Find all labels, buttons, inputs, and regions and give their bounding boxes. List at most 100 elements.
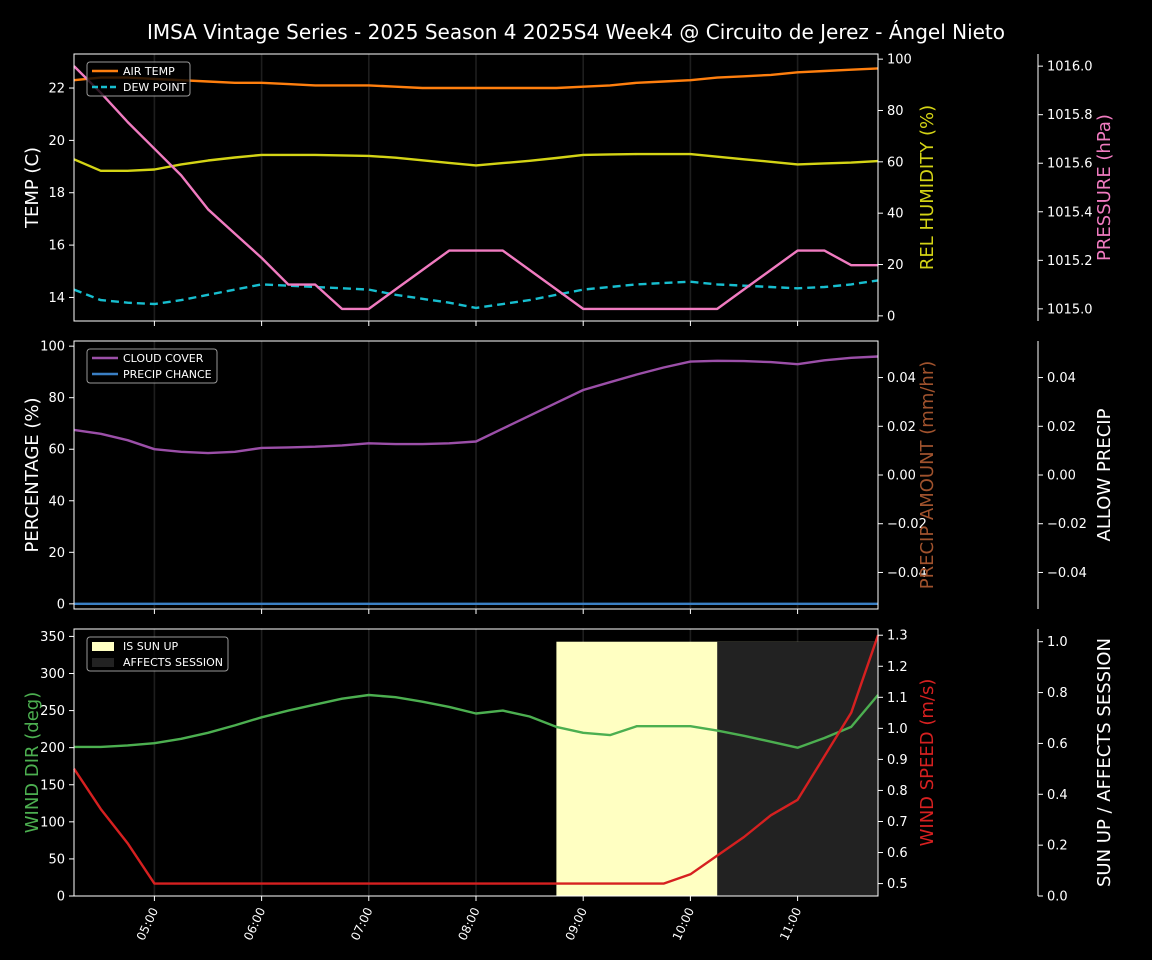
y-tick-label: 1.3 xyxy=(887,629,908,644)
data-point xyxy=(153,882,156,885)
data-point xyxy=(475,87,478,90)
data-point xyxy=(421,700,424,703)
data-point xyxy=(260,154,263,157)
data-point xyxy=(850,161,853,164)
y-tick-label: 20 xyxy=(887,258,904,273)
x-tick-label: 11:00 xyxy=(777,905,804,942)
data-point xyxy=(448,301,451,304)
legend-box xyxy=(86,348,218,384)
data-point xyxy=(528,715,531,718)
data-point xyxy=(636,725,639,728)
x-tick-label: 05:00 xyxy=(134,905,161,942)
panel-clouds: 0 20 40 60 80 100 −0.04 −0.02 0.00 0.02 0.04 −0.04 −… xyxy=(22,340,1115,614)
data-point xyxy=(100,808,103,811)
data-point xyxy=(502,162,505,165)
left-axis-title: WIND DIR (deg) xyxy=(22,692,43,834)
data-point xyxy=(234,232,237,235)
data-point xyxy=(421,87,424,90)
far-axis-title: PRESSURE (hPa) xyxy=(1094,114,1115,261)
data-point xyxy=(421,882,424,885)
y-tick-label: 80 xyxy=(48,391,65,406)
y-tick-label: 300 xyxy=(40,667,65,682)
data-point xyxy=(770,603,773,606)
data-point xyxy=(126,121,129,124)
data-point xyxy=(368,694,371,697)
data-point xyxy=(207,882,210,885)
data-point xyxy=(528,87,531,90)
data-point xyxy=(314,703,317,706)
y-tick-label: 1016.0 xyxy=(1047,60,1093,75)
data-point xyxy=(260,81,263,84)
left-axis-title: TEMP (C) xyxy=(22,147,43,229)
data-point xyxy=(609,308,612,311)
series-wind-dir xyxy=(74,693,879,749)
data-point xyxy=(287,882,290,885)
data-point xyxy=(207,208,210,211)
data-point xyxy=(153,303,156,306)
data-point xyxy=(743,603,746,606)
data-point xyxy=(555,294,558,297)
data-point xyxy=(796,249,799,252)
data-point xyxy=(341,84,344,87)
y-tick-label: 0 xyxy=(57,597,65,612)
y-tick-label: 14 xyxy=(48,291,65,306)
data-point xyxy=(421,297,424,300)
data-point xyxy=(502,709,505,712)
data-point xyxy=(234,81,237,84)
far-axis-title: SUN UP / AFFECTS SESSION xyxy=(1094,638,1115,887)
figure-title: IMSA Vintage Series - 2025 Season 4 2025… xyxy=(147,20,1005,44)
data-point xyxy=(448,162,451,165)
data-point xyxy=(582,154,585,157)
data-point xyxy=(662,282,665,285)
data-point xyxy=(743,75,746,78)
data-point xyxy=(555,87,558,90)
data-point xyxy=(555,603,558,606)
y-tick-label: 200 xyxy=(40,741,65,756)
data-point xyxy=(260,257,263,260)
left-axis-title: PERCENTAGE (%) xyxy=(22,397,43,552)
y-tick-label: 0.00 xyxy=(1047,469,1076,484)
series-wind-speed xyxy=(73,634,880,885)
data-point xyxy=(126,842,129,845)
data-point xyxy=(207,159,210,162)
data-point xyxy=(662,80,665,83)
y-tick-label: 1.1 xyxy=(887,691,908,706)
data-point xyxy=(153,147,156,150)
data-point xyxy=(207,80,210,83)
y-tick-label: 0.5 xyxy=(887,877,908,892)
y-tick-label: 18 xyxy=(48,186,65,201)
data-point xyxy=(153,168,156,171)
legend: AIR TEMP DEW POINT xyxy=(86,61,191,97)
data-point xyxy=(743,158,746,161)
y-tick-label: 20 xyxy=(48,546,65,561)
data-point xyxy=(796,163,799,166)
data-point xyxy=(502,603,505,606)
y-tick-label: 1015.2 xyxy=(1047,254,1093,269)
data-point xyxy=(180,737,183,740)
data-point xyxy=(636,283,639,286)
data-point xyxy=(207,732,210,735)
y-tick-label: 50 xyxy=(48,852,65,867)
legend-cloud-cover-label: CLOUD COVER xyxy=(123,352,204,365)
y-tick-label: −0.04 xyxy=(887,566,927,581)
series-rel-humidity xyxy=(73,152,879,173)
legend-is-sun-up-label: IS SUN UP xyxy=(123,640,179,653)
data-point xyxy=(368,603,371,606)
y-tick-label: 0 xyxy=(57,890,65,905)
data-point xyxy=(287,603,290,606)
data-point xyxy=(260,716,263,719)
x-tick-label: 10:00 xyxy=(670,905,697,942)
x-tick-label: 08:00 xyxy=(455,905,482,942)
y-tick-label: 0.7 xyxy=(887,815,908,830)
data-point xyxy=(582,603,585,606)
y-tick-label: 1.0 xyxy=(1047,635,1068,650)
data-point xyxy=(689,153,692,156)
data-point xyxy=(448,442,451,445)
data-point xyxy=(555,882,558,885)
legend-air-temp-label: AIR TEMP xyxy=(123,65,175,78)
data-point xyxy=(636,153,639,156)
data-point xyxy=(502,882,505,885)
data-point xyxy=(823,737,826,740)
data-point xyxy=(823,162,826,165)
